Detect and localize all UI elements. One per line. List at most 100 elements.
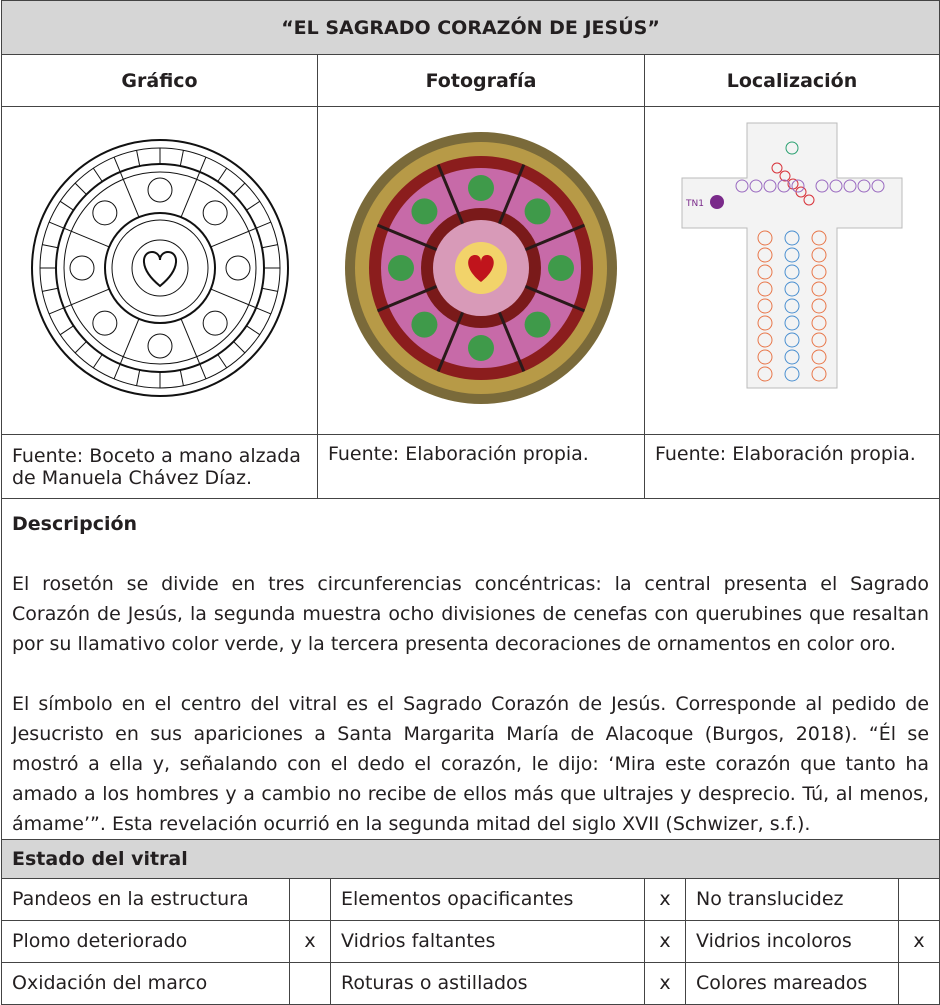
decoration bbox=[376, 223, 438, 252]
status-label: Vidrios incoloros bbox=[685, 919, 899, 963]
decoration bbox=[436, 311, 465, 373]
status-mark: x bbox=[644, 961, 686, 1005]
decoration bbox=[815, 179, 829, 193]
decoration bbox=[232, 341, 245, 354]
decoration bbox=[829, 179, 843, 193]
decoration bbox=[225, 255, 250, 281]
decoration bbox=[113, 156, 121, 173]
decoration bbox=[245, 325, 260, 336]
status-mark: x bbox=[289, 919, 331, 963]
decoration bbox=[202, 200, 228, 226]
decoration bbox=[179, 369, 184, 386]
paragraph: El rosetón se divide en tres circunferen… bbox=[12, 573, 930, 655]
decoration bbox=[757, 281, 773, 297]
status-table: Estado del vitral Pandeos en la estructu… bbox=[0, 840, 940, 1005]
decoration bbox=[232, 182, 245, 195]
decoration bbox=[757, 332, 773, 348]
decoration bbox=[811, 230, 827, 246]
decoration bbox=[436, 163, 465, 225]
decoration bbox=[63, 288, 109, 309]
decoration bbox=[784, 298, 800, 314]
status-label: Roturas o astillados bbox=[330, 961, 645, 1005]
decoration bbox=[180, 318, 200, 365]
decoration bbox=[524, 198, 551, 225]
card-table: “EL SAGRADO CORAZÓN DE JESÚS” Gráfico Fo… bbox=[0, 0, 940, 840]
decoration bbox=[757, 264, 773, 280]
decoration bbox=[48, 307, 64, 315]
status-mark: x bbox=[644, 877, 686, 921]
decoration bbox=[210, 227, 256, 248]
decoration bbox=[757, 315, 773, 331]
decoration bbox=[179, 150, 184, 167]
decoration bbox=[135, 150, 140, 167]
description: Descripción El rosetón se divide en tres… bbox=[0, 498, 940, 840]
image-cell: TN1 bbox=[643, 106, 940, 435]
decoration bbox=[376, 284, 438, 313]
sketch bbox=[30, 139, 289, 397]
source: Fuente: Boceto a mano alzada de Manuela … bbox=[1, 434, 318, 499]
decoration bbox=[261, 244, 278, 249]
decoration bbox=[843, 179, 857, 193]
decoration bbox=[180, 171, 200, 218]
status-mark bbox=[289, 961, 331, 1005]
decoration bbox=[202, 310, 228, 336]
decoration bbox=[757, 349, 773, 365]
header: Gráfico bbox=[1, 54, 318, 107]
decoration bbox=[255, 307, 271, 315]
status-label: No translucidez bbox=[685, 877, 899, 921]
decoration bbox=[548, 255, 574, 281]
source: Fuente: Elaboración propia. bbox=[643, 434, 940, 499]
decoration bbox=[757, 298, 773, 314]
decoration bbox=[388, 255, 414, 281]
decoration bbox=[784, 247, 800, 263]
decoration bbox=[74, 341, 87, 354]
decoration bbox=[113, 363, 121, 380]
decoration bbox=[59, 325, 74, 336]
decoration bbox=[524, 284, 586, 313]
decoration bbox=[210, 288, 256, 309]
decoration bbox=[871, 179, 885, 193]
decoration bbox=[757, 230, 773, 246]
decoration bbox=[91, 310, 117, 336]
status-mark bbox=[897, 877, 940, 921]
decoration bbox=[59, 200, 74, 211]
decoration bbox=[803, 194, 815, 206]
status-label: Oxidación del marco bbox=[1, 961, 290, 1005]
image-cell bbox=[1, 106, 318, 435]
status-mark bbox=[289, 877, 331, 921]
decoration bbox=[69, 255, 94, 281]
plan-label: TN1 bbox=[685, 199, 704, 209]
status-label: Pandeos en la estructura bbox=[1, 877, 290, 921]
decoration bbox=[261, 287, 278, 292]
decoration bbox=[411, 198, 438, 225]
decoration bbox=[749, 179, 763, 193]
decoration bbox=[771, 162, 783, 174]
status-mark bbox=[897, 961, 940, 1005]
status-label: Colores mareados bbox=[685, 961, 899, 1005]
decoration bbox=[245, 200, 260, 211]
status-heading: Estado del vitral bbox=[0, 840, 940, 879]
decoration bbox=[497, 163, 526, 225]
title: “EL SAGRADO CORAZÓN DE JESÚS” bbox=[0, 0, 940, 55]
decoration bbox=[784, 264, 800, 280]
decoration bbox=[216, 167, 227, 182]
status-label: Plomo deteriorado bbox=[1, 919, 290, 963]
decoration bbox=[777, 179, 791, 193]
decoration bbox=[92, 167, 103, 182]
decoration bbox=[411, 311, 438, 338]
decoration bbox=[784, 366, 800, 382]
decoration bbox=[784, 230, 800, 246]
decoration bbox=[198, 363, 206, 380]
decoration bbox=[811, 247, 827, 263]
floor-plan: TN1 bbox=[681, 122, 903, 389]
header: Fotografía bbox=[317, 54, 645, 107]
decoration bbox=[784, 281, 800, 297]
status-mark: x bbox=[897, 919, 940, 963]
decoration bbox=[785, 141, 799, 155]
image-cell bbox=[317, 106, 645, 435]
decoration bbox=[91, 200, 117, 226]
decoration bbox=[92, 354, 103, 369]
decoration bbox=[198, 156, 206, 173]
decoration bbox=[524, 223, 586, 252]
